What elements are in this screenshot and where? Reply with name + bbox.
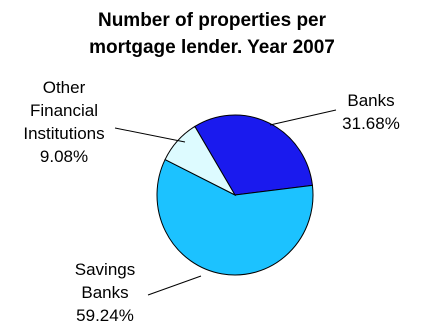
leader-line-other [114,127,186,143]
label-banks: Banks 31.68% [336,89,406,135]
label-other-line1: Other [42,78,86,97]
label-other-percent: 9.08% [39,147,89,166]
label-banks-name: Banks [347,91,395,110]
label-other-line2: Financial [29,101,99,120]
label-other: Other Financial Institutions 9.08% [4,76,124,168]
label-savings-line2: Banks [81,283,129,302]
label-other-line3: Institutions [23,124,105,143]
leader-line-banks [269,109,337,126]
label-savings-line1: Savings [74,260,136,279]
label-savings-percent: 59.24% [76,306,134,325]
label-savings-banks: Savings Banks 59.24% [60,258,150,327]
chart-title-line2: mortgage lender. Year 2007 [89,37,335,58]
leader-line-savings-banks [147,275,202,296]
slice-savings-banks [156,158,314,276]
label-banks-percent: 31.68% [342,114,400,133]
slice-banks [194,114,313,196]
chart-title-line1: Number of properties per [97,10,327,31]
